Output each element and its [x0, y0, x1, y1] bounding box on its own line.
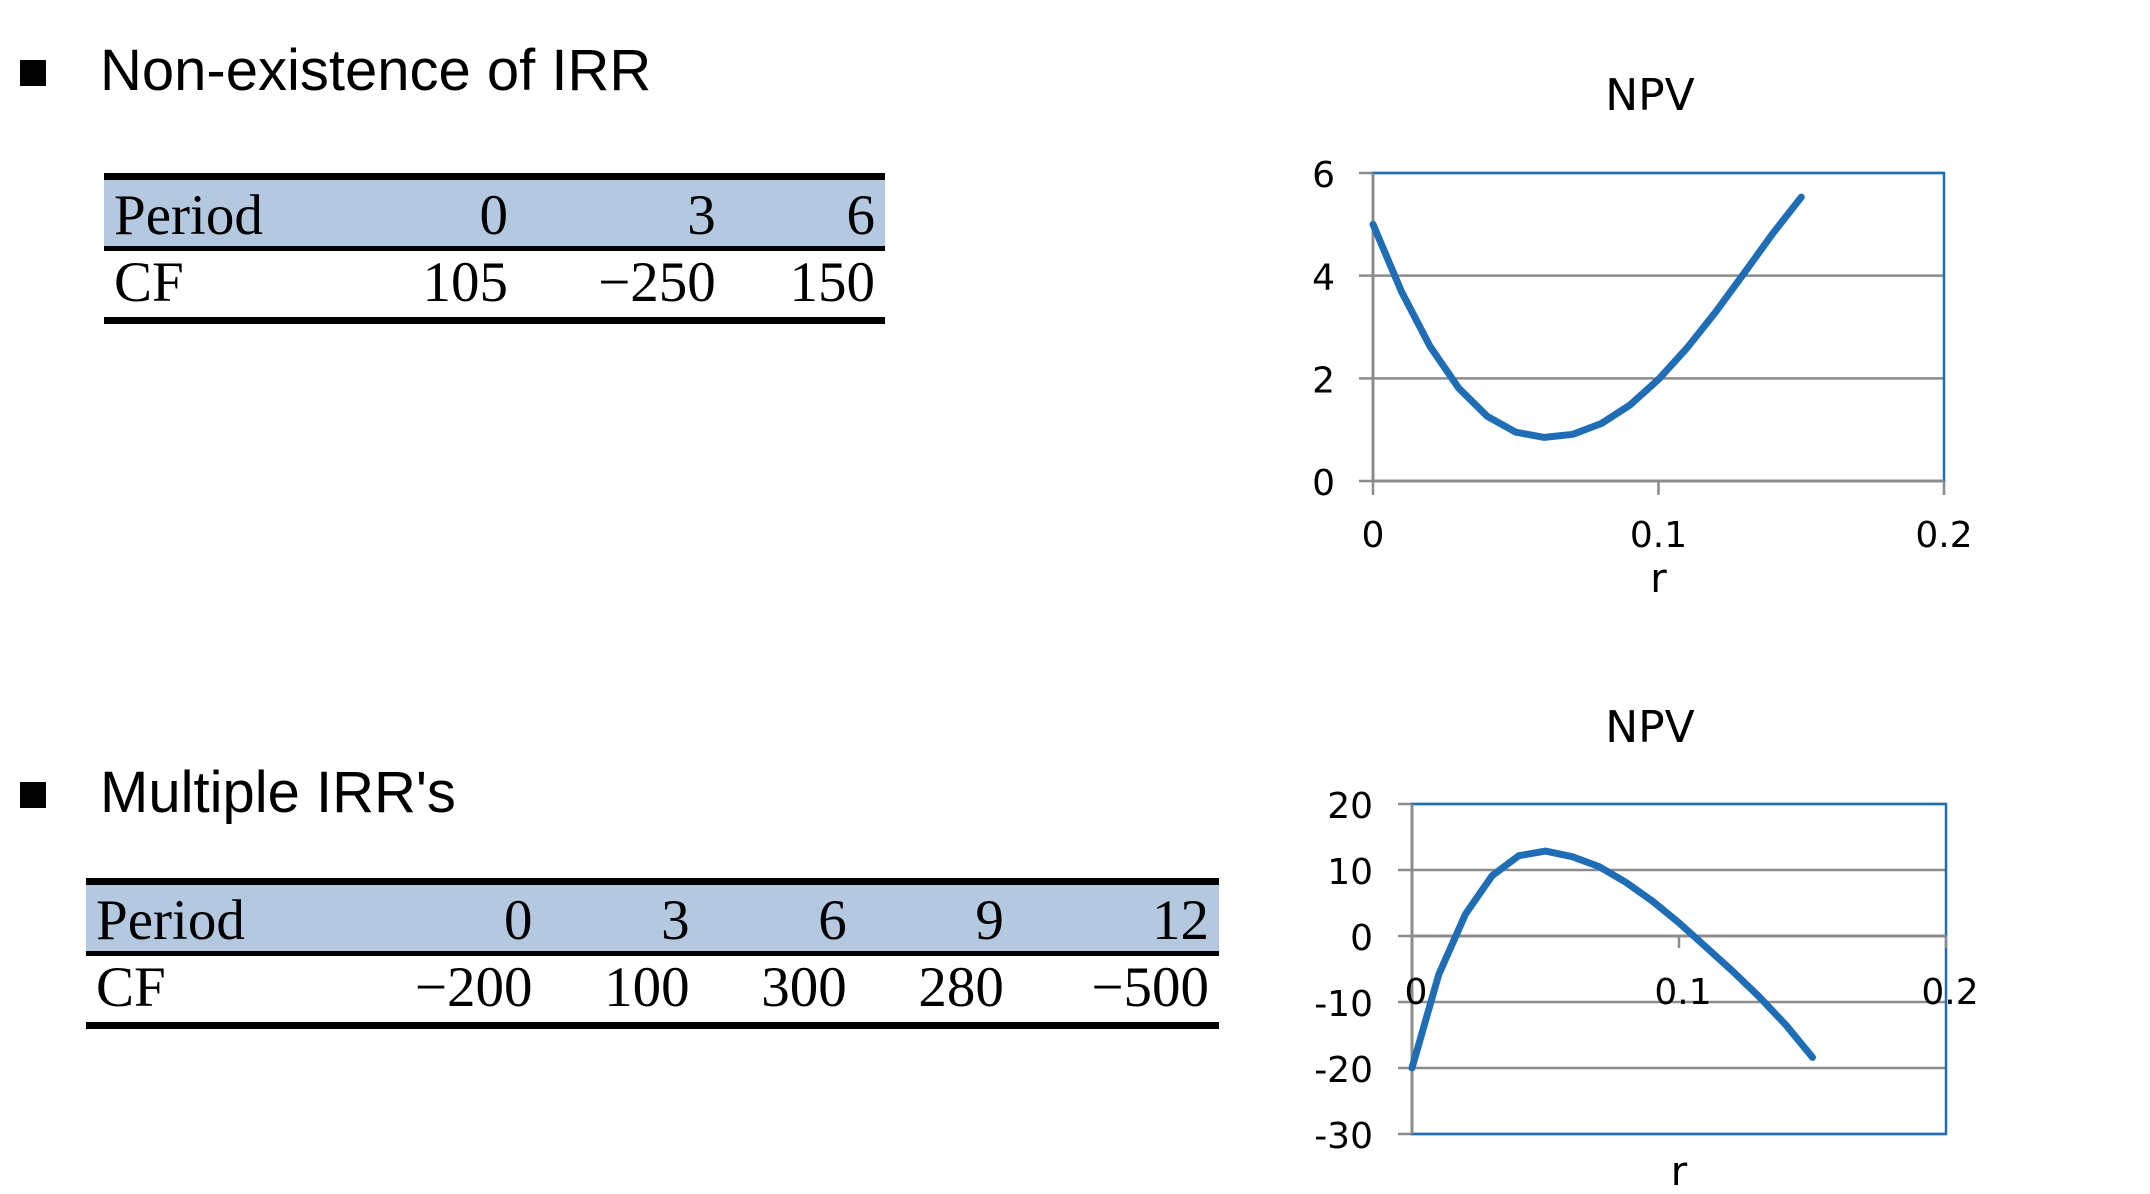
- x-tick-label: 0.2: [1921, 972, 1978, 1013]
- data-point: [1409, 1065, 1416, 1072]
- cash-flow-table-1: Period 0 3 6 CF 105 −250 150: [104, 173, 885, 324]
- data-point: [1489, 872, 1496, 879]
- row-label-period: Period: [104, 173, 359, 251]
- y-tick-label: 20: [1327, 786, 1373, 827]
- data-point: [1676, 919, 1683, 926]
- period-cell: 3: [518, 173, 726, 251]
- cf-cell: −500: [1013, 953, 1219, 1029]
- cf-cell: −200: [337, 953, 543, 1029]
- x-tick-label: 0: [1405, 972, 1428, 1013]
- period-cell: 0: [358, 173, 519, 251]
- table-value-row: CF 105 −250 150: [104, 248, 885, 324]
- data-point: [1782, 1021, 1789, 1028]
- npv-series-line: [1408, 847, 1816, 1072]
- table-header-row: Period 0 3 6: [104, 173, 885, 251]
- y-tick-label: -30: [1314, 1116, 1373, 1157]
- row-label-cf: CF: [86, 953, 338, 1029]
- y-tick-label: -10: [1314, 984, 1373, 1025]
- x-axis-label: r: [1671, 1149, 1688, 1194]
- data-point: [1809, 1054, 1816, 1061]
- period-cell: 6: [699, 878, 857, 956]
- x-axis-label: r: [1650, 556, 1667, 602]
- data-point: [1702, 943, 1709, 950]
- cf-cell: 105: [358, 248, 519, 324]
- y-tick-label: 10: [1327, 852, 1373, 893]
- y-tick-label: 0: [1312, 463, 1335, 504]
- cf-cell: 280: [856, 953, 1014, 1029]
- table-value-row: CF −200 100 300 280 −500: [86, 953, 1219, 1029]
- row-label-period: Period: [86, 878, 338, 956]
- data-point: [1569, 853, 1576, 860]
- data-point: [1729, 968, 1736, 975]
- y-tick-label: 0: [1350, 918, 1373, 959]
- table-header-row: Period 0 3 6 9 12: [86, 878, 1219, 956]
- section-heading-multiple-irr: Multiple IRR's: [100, 760, 456, 825]
- npv-series-line: [1369, 193, 1805, 441]
- data-point: [1542, 848, 1549, 855]
- row-label-cf: CF: [104, 248, 359, 324]
- cf-cell: 300: [699, 953, 857, 1029]
- y-tick-label: 4: [1312, 258, 1335, 299]
- data-point: [1515, 852, 1522, 859]
- period-cell: 6: [725, 173, 885, 251]
- cf-cell: −250: [518, 248, 726, 324]
- plot-area-border: [1410, 802, 1948, 1136]
- y-tick-label: -20: [1314, 1050, 1373, 1091]
- y-tick-label: 2: [1312, 360, 1335, 401]
- period-cell: 3: [542, 878, 700, 956]
- x-tick-label: 0.2: [1915, 515, 1972, 556]
- chart-title: NPV: [1605, 70, 1695, 121]
- bullet-marker: [20, 60, 46, 86]
- period-cell: 12: [1013, 878, 1219, 956]
- cf-cell: 150: [725, 248, 885, 324]
- data-point: [1756, 993, 1763, 1000]
- bullet-marker: [20, 782, 46, 808]
- y-tick-label: 6: [1312, 155, 1335, 196]
- x-tick-label: 0.1: [1630, 515, 1687, 556]
- data-point: [1435, 971, 1442, 978]
- period-cell: 0: [337, 878, 543, 956]
- x-tick-label: 0: [1362, 515, 1385, 556]
- data-point: [1595, 863, 1602, 870]
- cf-cell: 100: [542, 953, 700, 1029]
- npv-chart-1: NPV 0 2 4 6 0 0.1 0.2 r: [1312, 70, 1973, 602]
- cash-flow-table-2: Period 0 3 6 9 12 CF −200 100 300 280 −5…: [86, 878, 1219, 1029]
- section-heading-non-existence: Non-existence of IRR: [100, 38, 652, 103]
- data-point: [1622, 879, 1629, 886]
- period-cell: 9: [856, 878, 1014, 956]
- x-tick-label: 0.1: [1654, 972, 1711, 1013]
- data-point: [1649, 898, 1656, 905]
- data-point: [1462, 911, 1469, 918]
- chart-title: NPV: [1605, 702, 1695, 753]
